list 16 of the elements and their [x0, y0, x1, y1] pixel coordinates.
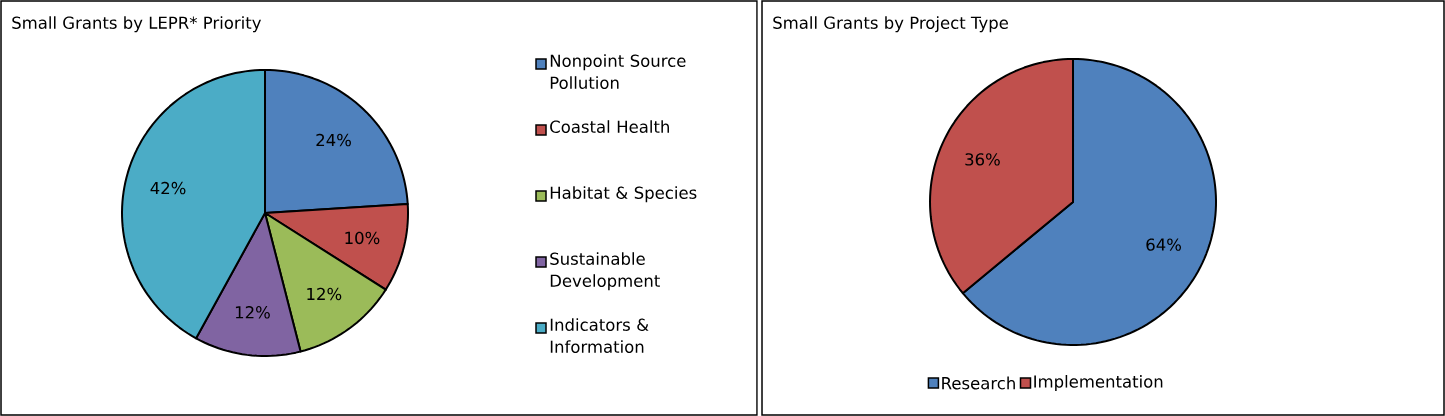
legend-label: Coastal Health [550, 120, 669, 133]
data-label: 42% [150, 181, 186, 195]
data-label: 12% [307, 287, 342, 301]
data-label: 10% [345, 231, 380, 245]
chart-title: Small Grants by LEPR* Priority [12, 16, 261, 33]
data-label: 36% [965, 153, 1000, 166]
legend-label: Indicators & Information [550, 318, 649, 353]
legend-label: Research [942, 376, 1015, 390]
legend-label: Nonpoint Source Pollution [550, 54, 686, 89]
data-label: 24% [316, 133, 351, 147]
data-label: 12% [235, 306, 270, 319]
legend-label: Sustainable Development [550, 252, 660, 291]
data-label: 64% [1146, 238, 1182, 251]
legend-label: Implementation [1034, 375, 1163, 391]
chart-title: Small Grants by Project Type [773, 16, 1008, 33]
legend-label: Habitat & Species [550, 186, 697, 203]
